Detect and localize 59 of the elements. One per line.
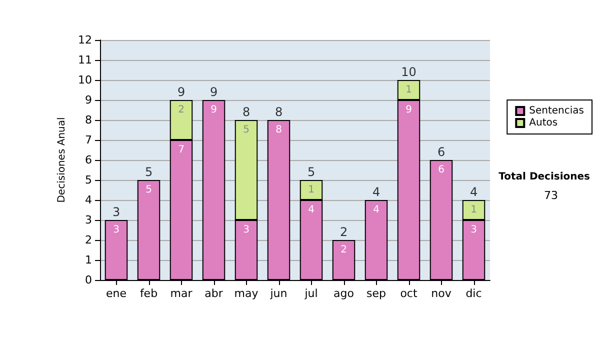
x-tick-label: dic <box>466 287 482 300</box>
data-label: 9 <box>210 104 217 116</box>
y-tick-label: 11 <box>78 54 92 66</box>
data-label: 3 <box>243 224 250 236</box>
total-label: 4 <box>470 185 478 199</box>
y-tick-label: 0 <box>85 274 92 286</box>
data-label: 1 <box>470 204 477 216</box>
total-label: 4 <box>372 185 380 199</box>
y-tick-label: 4 <box>85 194 92 206</box>
total-label: 6 <box>437 145 446 159</box>
y-axis-title: Decisiones Anual <box>56 117 68 203</box>
legend-label: Sentencias <box>529 106 584 116</box>
y-tick-label: 9 <box>85 94 92 106</box>
data-label: 1 <box>308 184 314 196</box>
y-tick-label: 3 <box>85 214 92 226</box>
total-label: 5 <box>307 165 316 179</box>
x-tick-label: sep <box>366 287 386 300</box>
y-tick-label: 1 <box>85 254 92 266</box>
x-tick-label: ene <box>106 287 127 300</box>
data-label: 7 <box>178 144 184 156</box>
total-label: 10 <box>401 65 416 79</box>
x-tick-label: jul <box>304 287 318 300</box>
x-tick-label: abr <box>204 287 224 300</box>
x-tick-label: nov <box>431 287 452 300</box>
total-label: 9 <box>177 85 186 99</box>
text: 73 <box>544 189 558 202</box>
x-tick-label: oct <box>400 287 418 300</box>
data-label: 9 <box>406 104 412 116</box>
y-tick-label: 10 <box>78 74 92 86</box>
y-tick-label: 2 <box>85 234 92 246</box>
total-label: 8 <box>274 105 283 119</box>
x-tick-label: ago <box>334 287 354 300</box>
total-label: 8 <box>242 105 250 119</box>
data-label: 3 <box>470 224 477 236</box>
data-label: 8 <box>276 124 282 136</box>
y-tick-label: 6 <box>85 154 92 166</box>
data-label: 4 <box>373 204 380 216</box>
total-label: 2 <box>340 225 348 239</box>
y-tick-label: 5 <box>85 174 92 186</box>
data-label: 6 <box>438 164 444 176</box>
y-tick-label: 8 <box>85 114 92 126</box>
data-label: 2 <box>340 244 347 256</box>
data-label: 5 <box>243 124 250 136</box>
total-label: 9 <box>210 85 218 99</box>
data-label: 1 <box>406 84 412 96</box>
total-label: 3 <box>112 205 120 219</box>
y-tick-label: 12 <box>78 34 92 46</box>
data-label: 4 <box>308 204 314 216</box>
x-tick-label: mar <box>170 287 193 300</box>
x-tick-label: may <box>234 287 259 300</box>
text: Total Decisiones <box>498 172 590 182</box>
x-tick-label: jun <box>269 287 288 300</box>
data-label: 3 <box>113 224 120 236</box>
legend-label: Autos <box>529 118 558 128</box>
y-tick-label: 7 <box>85 134 92 146</box>
x-tick-label: feb <box>140 287 158 300</box>
data-label: 2 <box>178 104 184 116</box>
data-label: 5 <box>146 184 152 196</box>
total-label: 5 <box>144 165 153 179</box>
